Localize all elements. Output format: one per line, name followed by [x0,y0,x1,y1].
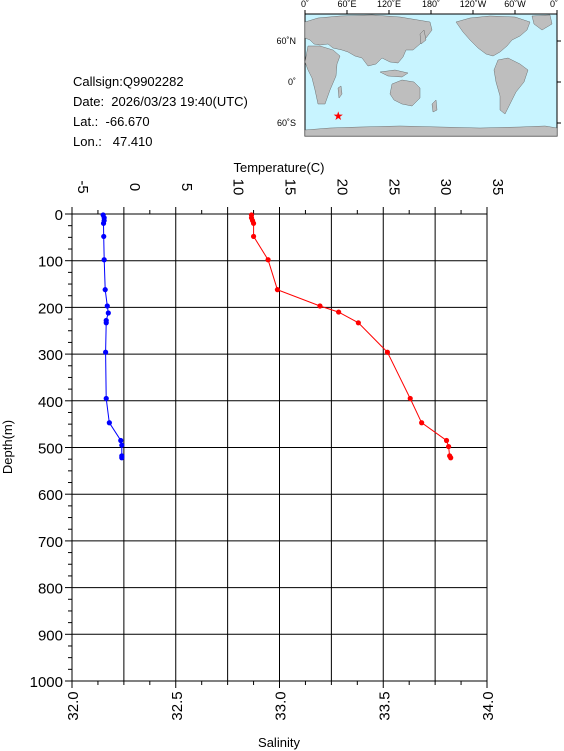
salinity-point [118,437,124,444]
temperature-point [265,257,271,263]
map-lon-label: 60˚W [504,0,526,9]
map-land [304,14,558,137]
temperature-tick-label: -5 [74,180,91,193]
depth-tick-label: 300 [38,347,63,364]
temperature-point [384,349,390,355]
temperature-point [355,320,361,326]
salinity-point [119,442,125,448]
station-marker-icon: ★ [333,109,344,123]
depth-tick-label: 0 [55,207,63,224]
depth-tick-label: 400 [38,394,63,411]
temperature-point [407,395,413,402]
depth-axis-title: Depth(m) [0,420,15,474]
salinity-point [103,349,109,355]
map-lat-label: 60˚N [276,36,296,46]
salinity-tick-label: 34.0 [480,691,497,720]
salinity-point [101,233,107,240]
temperature-point [317,303,323,309]
date-text: Date: 2026/03/23 19:40(UTC) [73,94,248,109]
temperature-tick-label: 5 [178,183,195,191]
depth-tick-label: 100 [38,254,63,271]
map-lon-label: 180˚ [422,0,440,9]
map-lon-label: 60˚E [337,0,356,9]
salinity-point [103,320,109,326]
map-lat-label: 60˚S [277,118,296,128]
temperature-point [419,420,425,426]
temperature-point [274,287,281,293]
salinity-tick-label: 33.5 [376,691,393,720]
salinity-tick-label: 32.0 [65,691,82,720]
salinity-axis-title: Salinity [258,735,300,750]
salinity-point [103,395,109,402]
depth-tick-label: 600 [38,487,63,504]
depth-tick-label: 500 [38,441,63,458]
temperature-point [443,437,450,444]
temperature-point [250,233,257,240]
salinity-point [106,420,112,426]
salinity-point [101,257,107,263]
temperature-tick-label: 0 [126,183,143,191]
depth-tick-label: 900 [38,627,63,644]
temperature-tick-label: 10 [230,179,247,196]
temperature-tick-label: 30 [437,179,454,196]
longitude-text: Lon.: 47.410 [73,134,153,149]
latitude-text: Lat.: -66.670 [73,114,150,129]
chart-series [100,212,454,461]
map-lon-labels: 0˚ 60˚E 120˚E 180˚ 120˚W 60˚W 0˚ [301,0,558,9]
temperature-axis: -5 0 5 10 15 20 25 30 35 [71,179,506,214]
temperature-point [336,309,342,315]
salinity-point [119,455,125,461]
temperature-tick-label: 35 [489,179,506,196]
salinity-point [102,287,108,293]
salinity-line [102,214,123,458]
temperature-point [446,443,452,450]
map-lon-label: 0˚ [550,0,558,9]
salinity-tick-label: 33.0 [273,691,290,720]
salinity-tick-label: 32.5 [169,691,186,720]
salinity-point [105,310,111,316]
salinity-axis: 32.0 32.5 33.0 33.5 34.0 [65,681,497,721]
callsign-text: Callsign:Q9902282 [73,74,184,89]
depth-tick-label: 800 [38,581,63,598]
station-info: Callsign:Q9902282 Date: 2026/03/23 19:40… [73,72,248,152]
map-lon-label: 0˚ [301,0,309,9]
map-lon-label: 120˚E [377,0,401,9]
temperature-point [448,455,454,461]
map-lon-label: 120˚W [460,0,487,9]
map-lat-label: 0˚ [288,77,296,87]
salinity-point [100,220,107,226]
map-lat-labels: 60˚N 0˚ 60˚S [276,36,296,128]
depth-tick-label: 700 [38,534,63,551]
chart-grid [72,214,487,681]
temperature-axis-title: Temperature(C) [233,160,324,175]
temperature-point [250,220,257,226]
temperature-tick-label: 20 [333,179,350,196]
depth-tick-label: 1000 [30,674,63,691]
map-ticks [304,10,561,124]
depth-axis: 0 100 200 300 400 500 600 700 800 900 1000 [30,207,72,691]
temperature-tick-label: 15 [282,179,299,196]
depth-tick-label: 200 [38,300,63,317]
salinity-point [104,303,110,309]
temperature-tick-label: 25 [385,179,402,196]
